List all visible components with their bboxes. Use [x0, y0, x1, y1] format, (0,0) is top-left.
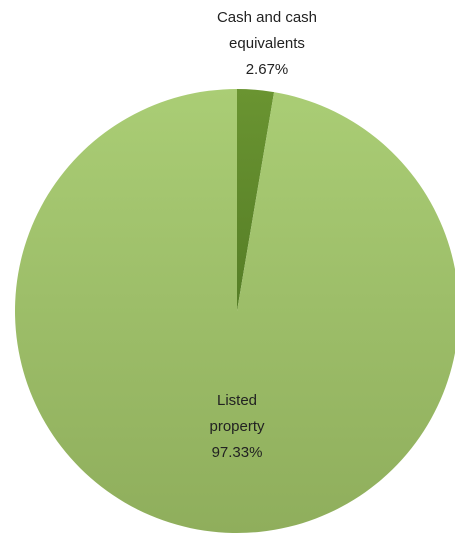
slice-label-listed-name-line2: property [209, 418, 265, 435]
pie-slice-cash [237, 89, 275, 311]
slice-label-listed-value: 97.33% [212, 444, 263, 461]
slice-label-listed-name-line1: Listed [217, 392, 257, 409]
slice-label-cash-value: 2.67% [246, 61, 289, 78]
pie-slices [15, 89, 455, 533]
slice-label-cash-name-line1: Cash and cash [217, 9, 317, 26]
slice-label-cash-name-line2: equivalents [229, 35, 305, 52]
pie-slice-listed-property [15, 89, 455, 533]
